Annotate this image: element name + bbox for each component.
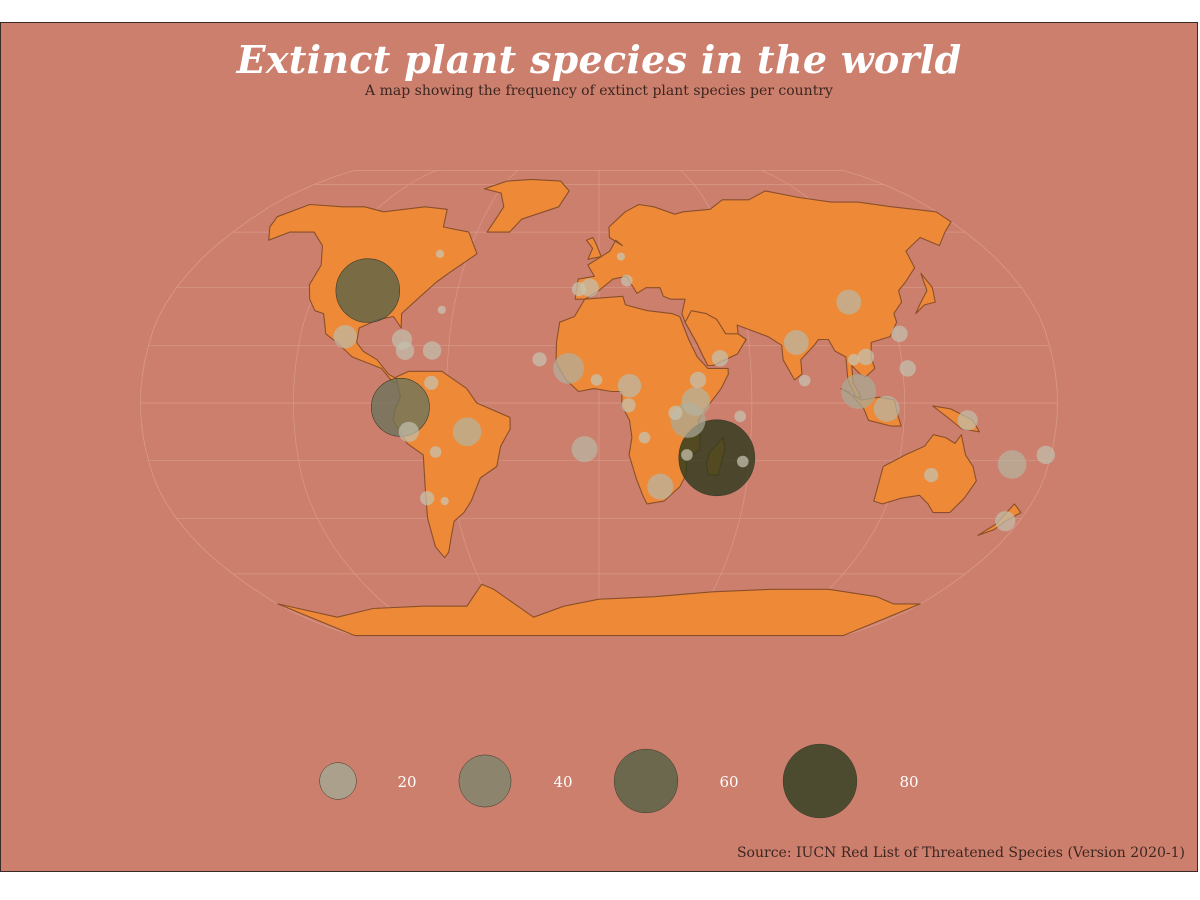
bubble-malaysia xyxy=(841,374,877,409)
bubble-indonesia xyxy=(873,395,900,422)
legend-label-60: 60 xyxy=(719,773,738,791)
bubble-peru xyxy=(398,421,419,442)
bubble-portugal xyxy=(571,282,587,297)
bubble-australia xyxy=(924,468,939,483)
bubble-philippines xyxy=(899,360,916,377)
legend-bubble-80 xyxy=(782,743,858,819)
bubble-bolivia xyxy=(429,446,442,458)
bubble-venezuela xyxy=(424,375,439,390)
bubble-bermuda xyxy=(437,305,446,314)
map-title: Extinct plant species in the world xyxy=(236,37,962,82)
bubble-jamaica xyxy=(395,341,415,360)
land-greenland xyxy=(483,178,570,233)
bubble-madagascar xyxy=(678,419,756,497)
bubble-sri-lanka xyxy=(798,374,811,387)
bubble-india xyxy=(783,330,809,355)
land-uk xyxy=(585,236,602,260)
bubble-puerto-rico xyxy=(422,341,442,360)
bubble-united-states xyxy=(335,258,400,323)
graticule-outline xyxy=(139,170,1059,636)
legend-label-40: 40 xyxy=(553,773,572,791)
bubble-chile xyxy=(420,491,435,506)
size-legend: 20 40 60 80 xyxy=(319,743,919,819)
bubble-germany xyxy=(616,252,626,261)
bubble-senegal-guinea xyxy=(553,353,584,384)
legend-bubble-20 xyxy=(319,762,357,800)
bubble-yemen xyxy=(711,350,729,367)
bubble-mauritius xyxy=(737,455,749,468)
source-caption: Source: IUCN Red List of Threatened Spec… xyxy=(736,845,1185,861)
bubble-italy xyxy=(621,274,633,287)
land-japan xyxy=(915,272,936,315)
legend-bubble-60 xyxy=(613,748,679,814)
legend-bubble-40 xyxy=(458,754,512,808)
bubble-vietnam xyxy=(857,348,875,366)
bubble-mexico xyxy=(333,325,357,349)
map-subtitle: A map showing the frequency of extinct p… xyxy=(365,83,833,99)
bubble-new-zealand xyxy=(995,511,1016,532)
bubble-ethiopia xyxy=(689,371,707,389)
land-antarctica xyxy=(277,583,921,637)
bubble-seychelles xyxy=(734,410,746,423)
bubble-kenya xyxy=(681,387,711,416)
bubble-saint-helena xyxy=(571,436,598,463)
world-map xyxy=(139,170,1059,637)
bubble-thailand xyxy=(848,353,860,366)
bubble-fiji xyxy=(1036,445,1056,465)
bubbles-layer xyxy=(333,249,1056,532)
bubble-argentina xyxy=(440,497,449,506)
bubble-taiwan xyxy=(891,325,908,342)
bubble-mozambique xyxy=(681,449,693,461)
map-frame: Extinct plant species in the world A map… xyxy=(0,22,1198,872)
bubble-china xyxy=(836,289,862,315)
bubble-papua-new-guinea xyxy=(957,410,978,431)
bubble-brazil xyxy=(452,417,482,447)
bubble-cameroon xyxy=(617,374,642,398)
land-arabia xyxy=(684,310,747,367)
bubble-ghana xyxy=(590,374,603,386)
bubble-cape-verde xyxy=(532,352,547,367)
bubble-angola xyxy=(638,431,651,444)
bubble-new-caledonia xyxy=(997,450,1027,479)
bubble-canada xyxy=(435,249,445,258)
legend-label-20: 20 xyxy=(397,773,416,791)
bubble-south-africa xyxy=(647,473,674,500)
bubble-burundi xyxy=(668,405,683,420)
legend-label-80: 80 xyxy=(899,773,918,791)
bubble-gabon xyxy=(621,398,636,413)
